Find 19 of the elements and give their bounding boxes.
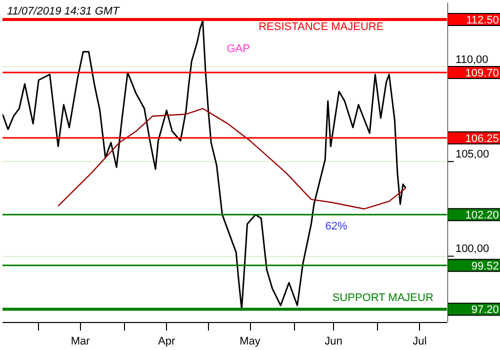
annotation: 62% [325, 220, 348, 232]
x-tick-label: Mar [70, 336, 90, 348]
ref-line-label: 97.20 [471, 304, 499, 316]
annotation: GAP [226, 42, 250, 55]
x-tick-label: Jul [412, 336, 427, 348]
ref-line-label: 99.52 [471, 260, 499, 272]
x-tick-label: Jun [324, 336, 342, 348]
y-tick-label: 100,00 [455, 243, 490, 256]
ref-line-label: 112.50 [466, 14, 499, 27]
x-tick-label: May [240, 336, 261, 348]
annotation: 11/07/2019 14:31 GMT [6, 6, 121, 18]
annotation: RESISTANCE MAJEURE [258, 21, 384, 34]
y-tick-label: 105,00 [455, 148, 490, 161]
ref-line-label: 109.70 [465, 68, 499, 80]
y-tick-label: 110,00 [455, 54, 488, 66]
ref-line-label: 102.20 [465, 210, 499, 222]
ref-line-label: 106.25 [465, 132, 499, 145]
x-tick-label: Apr [158, 336, 176, 348]
annotation: SUPPORT MAJEUR [332, 292, 434, 304]
